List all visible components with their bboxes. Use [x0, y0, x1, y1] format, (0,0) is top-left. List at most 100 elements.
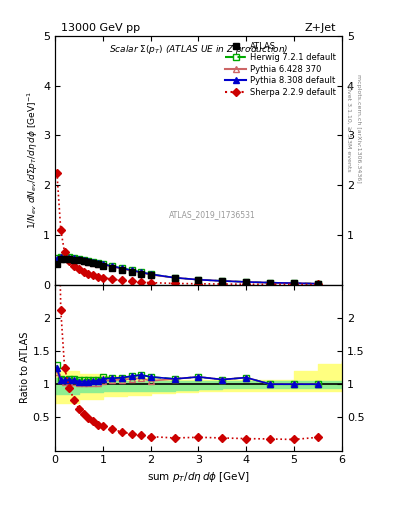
Pythia 6.428 370	[101, 262, 105, 268]
Herwig 7.2.1 default	[220, 278, 225, 284]
Herwig 7.2.1 default	[59, 254, 63, 260]
Sherpa 2.2.9 default	[220, 281, 225, 287]
Text: Scalar $\Sigma(p_T)$ (ATLAS UE in Z production): Scalar $\Sigma(p_T)$ (ATLAS UE in Z prod…	[109, 44, 288, 56]
Pythia 6.428 370	[244, 279, 249, 285]
Sherpa 2.2.9 default	[86, 271, 91, 277]
Herwig 7.2.1 default	[119, 265, 124, 271]
Sherpa 2.2.9 default	[172, 281, 177, 287]
Text: mcplots.cern.ch [arXiv:1306.3436]: mcplots.cern.ch [arXiv:1306.3436]	[356, 74, 361, 182]
Pythia 6.428 370	[59, 254, 63, 261]
Pythia 8.308 default	[292, 280, 296, 286]
Herwig 7.2.1 default	[96, 260, 101, 266]
Pythia 8.308 default	[119, 265, 124, 271]
Pythia 6.428 370	[148, 272, 153, 278]
Pythia 8.308 default	[220, 278, 225, 284]
Herwig 7.2.1 default	[72, 255, 77, 261]
Herwig 7.2.1 default	[101, 261, 105, 267]
Pythia 8.308 default	[62, 254, 67, 261]
Sherpa 2.2.9 default	[119, 278, 124, 284]
Sherpa 2.2.9 default	[67, 258, 72, 264]
Pythia 6.428 370	[268, 280, 273, 286]
Sherpa 2.2.9 default	[110, 276, 115, 282]
Text: 13000 GeV pp: 13000 GeV pp	[61, 24, 140, 33]
Line: Pythia 6.428 370: Pythia 6.428 370	[54, 254, 321, 286]
Sherpa 2.2.9 default	[268, 281, 273, 287]
Sherpa 2.2.9 default	[91, 272, 95, 279]
Pythia 8.308 default	[91, 259, 95, 265]
Sherpa 2.2.9 default	[55, 169, 59, 176]
Pythia 6.428 370	[72, 255, 77, 262]
Sherpa 2.2.9 default	[244, 281, 249, 287]
Herwig 7.2.1 default	[86, 258, 91, 264]
Text: Z+Jet: Z+Jet	[305, 24, 336, 33]
Sherpa 2.2.9 default	[139, 279, 143, 285]
Herwig 7.2.1 default	[91, 259, 95, 265]
Herwig 7.2.1 default	[67, 254, 72, 261]
Pythia 6.428 370	[77, 257, 81, 263]
Pythia 6.428 370	[110, 264, 115, 270]
Pythia 6.428 370	[139, 270, 143, 276]
Pythia 8.308 default	[67, 255, 72, 261]
Herwig 7.2.1 default	[55, 255, 59, 261]
Pythia 8.308 default	[59, 254, 63, 261]
Pythia 8.308 default	[268, 280, 273, 286]
Herwig 7.2.1 default	[81, 257, 86, 263]
Sherpa 2.2.9 default	[316, 282, 320, 288]
Y-axis label: Ratio to ATLAS: Ratio to ATLAS	[20, 332, 30, 403]
Herwig 7.2.1 default	[129, 267, 134, 273]
Pythia 6.428 370	[220, 278, 225, 284]
Pythia 6.428 370	[96, 261, 101, 267]
Sherpa 2.2.9 default	[129, 279, 134, 285]
Sherpa 2.2.9 default	[292, 282, 296, 288]
Sherpa 2.2.9 default	[72, 263, 77, 269]
Pythia 8.308 default	[139, 269, 143, 275]
Pythia 8.308 default	[81, 257, 86, 263]
Herwig 7.2.1 default	[316, 281, 320, 287]
Line: Pythia 8.308 default: Pythia 8.308 default	[54, 254, 321, 286]
Pythia 8.308 default	[129, 267, 134, 273]
Pythia 8.308 default	[316, 281, 320, 287]
Herwig 7.2.1 default	[196, 276, 201, 283]
Sherpa 2.2.9 default	[101, 274, 105, 281]
Pythia 8.308 default	[101, 261, 105, 267]
Sherpa 2.2.9 default	[62, 249, 67, 255]
Pythia 6.428 370	[55, 257, 59, 263]
Pythia 6.428 370	[119, 266, 124, 272]
Sherpa 2.2.9 default	[196, 281, 201, 287]
Pythia 8.308 default	[196, 276, 201, 283]
Pythia 8.308 default	[96, 260, 101, 266]
Herwig 7.2.1 default	[77, 255, 81, 262]
Pythia 6.428 370	[91, 260, 95, 266]
Herwig 7.2.1 default	[244, 279, 249, 285]
Pythia 6.428 370	[172, 274, 177, 281]
Pythia 8.308 default	[110, 263, 115, 269]
Sherpa 2.2.9 default	[148, 280, 153, 286]
Line: Sherpa 2.2.9 default: Sherpa 2.2.9 default	[54, 170, 321, 287]
Text: Rivet 3.1.10, ≥ 3.3M events: Rivet 3.1.10, ≥ 3.3M events	[346, 84, 351, 172]
Herwig 7.2.1 default	[268, 280, 273, 286]
Pythia 6.428 370	[129, 268, 134, 274]
Y-axis label: $1/N_{ev}\ dN_{ev}/d\Sigma p_T/d\eta\, d\phi\ [\mathrm{GeV}]^{-1}$: $1/N_{ev}\ dN_{ev}/d\Sigma p_T/d\eta\, d…	[26, 91, 40, 229]
Pythia 6.428 370	[81, 258, 86, 264]
Pythia 6.428 370	[196, 276, 201, 283]
Pythia 8.308 default	[244, 279, 249, 285]
Pythia 8.308 default	[77, 256, 81, 262]
Text: ATLAS_2019_I1736531: ATLAS_2019_I1736531	[169, 210, 256, 220]
Herwig 7.2.1 default	[292, 280, 296, 286]
Herwig 7.2.1 default	[139, 269, 143, 275]
Herwig 7.2.1 default	[110, 263, 115, 269]
Pythia 6.428 370	[316, 281, 320, 287]
Pythia 8.308 default	[72, 255, 77, 261]
Sherpa 2.2.9 default	[81, 269, 86, 275]
Herwig 7.2.1 default	[148, 271, 153, 278]
Pythia 6.428 370	[86, 259, 91, 265]
Pythia 6.428 370	[62, 255, 67, 261]
Herwig 7.2.1 default	[62, 254, 67, 261]
Sherpa 2.2.9 default	[77, 266, 81, 272]
Pythia 8.308 default	[172, 274, 177, 281]
Pythia 6.428 370	[67, 255, 72, 261]
Sherpa 2.2.9 default	[96, 273, 101, 280]
Pythia 8.308 default	[86, 258, 91, 264]
Legend: ATLAS, Herwig 7.2.1 default, Pythia 6.428 370, Pythia 8.308 default, Sherpa 2.2.: ATLAS, Herwig 7.2.1 default, Pythia 6.42…	[222, 38, 340, 100]
Pythia 8.308 default	[55, 255, 59, 262]
